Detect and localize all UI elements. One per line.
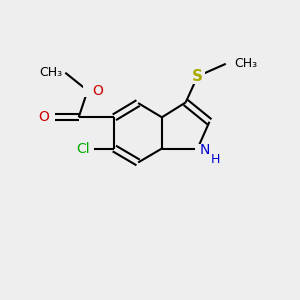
Text: Cl: Cl — [76, 142, 90, 155]
Text: O: O — [38, 110, 49, 124]
Bar — [73, 141, 94, 156]
Text: CH₃: CH₃ — [235, 57, 258, 70]
Bar — [190, 69, 205, 84]
Bar — [195, 144, 215, 159]
Text: N: N — [200, 143, 210, 157]
Text: O: O — [92, 84, 103, 98]
Text: H: H — [211, 153, 220, 166]
Text: CH₃: CH₃ — [39, 66, 62, 79]
Bar — [40, 111, 55, 123]
Bar — [83, 85, 98, 97]
Text: S: S — [192, 69, 203, 84]
